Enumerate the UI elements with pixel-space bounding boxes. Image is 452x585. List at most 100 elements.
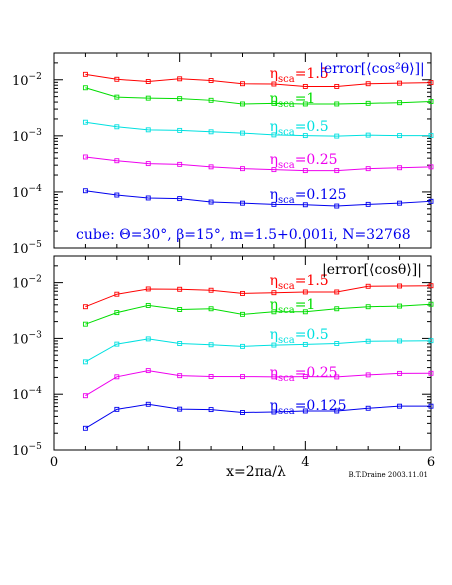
data-point	[302, 101, 308, 107]
data-point	[177, 76, 183, 82]
data-point	[397, 370, 403, 376]
series-label: ηsca=0.25	[270, 365, 338, 384]
data-point	[334, 289, 340, 295]
series-line	[85, 156, 432, 172]
data-point	[397, 200, 403, 206]
data-point	[397, 165, 403, 171]
data-point	[397, 303, 403, 309]
x-tick-label: 4	[301, 455, 309, 470]
series-0: ηsca=1.5	[82, 66, 434, 89]
data-point	[428, 301, 434, 307]
data-point	[271, 374, 277, 380]
x-tick-label: 6	[427, 455, 435, 470]
data-point	[240, 410, 245, 415]
data-point	[114, 158, 120, 164]
series-label: ηsca=0.125	[270, 187, 347, 206]
data-point	[428, 283, 434, 289]
series-line	[85, 403, 431, 429]
data-point	[114, 341, 120, 347]
data-point	[208, 287, 214, 293]
data-point	[302, 168, 308, 174]
data-point	[397, 100, 403, 106]
data-point	[302, 133, 308, 139]
chart-title-top: |error[⟨cos²θ⟩]|	[319, 61, 425, 77]
y-tick-label: 10−5	[12, 240, 42, 257]
data-point	[397, 338, 403, 344]
data-point	[334, 133, 340, 139]
data-point	[302, 309, 308, 315]
series-3: ηsca=0.25	[82, 365, 434, 399]
data-point	[302, 408, 308, 414]
data-point	[208, 78, 214, 83]
data-point	[82, 85, 88, 91]
y-tick-label: 10−3	[12, 330, 42, 347]
data-point	[114, 406, 120, 412]
data-point	[177, 406, 183, 412]
data-point	[177, 341, 183, 346]
data-point	[365, 338, 371, 344]
data-point	[208, 342, 214, 348]
data-point	[145, 401, 151, 407]
series-label: ηsca=1	[270, 91, 316, 110]
series-4: ηsca=0.125	[82, 398, 434, 431]
series-0: ηsca=1.5	[82, 273, 434, 310]
series-label: ηsca=1.5	[270, 273, 329, 292]
series-4: ηsca=0.125	[82, 187, 434, 209]
data-point	[271, 409, 277, 415]
data-point	[271, 201, 277, 207]
data-point	[177, 307, 183, 312]
data-point	[114, 192, 120, 198]
data-point	[302, 83, 308, 89]
series-line	[85, 87, 432, 105]
data-point	[145, 286, 151, 292]
data-point	[145, 95, 151, 101]
series-line	[85, 338, 432, 363]
data-point	[365, 405, 371, 411]
series-label: ηsca=0.5	[270, 327, 329, 346]
data-point	[428, 80, 434, 86]
data-point	[114, 374, 120, 380]
series-3: ηsca=0.25	[82, 152, 434, 174]
data-point	[271, 81, 277, 87]
series-2: ηsca=0.5	[82, 119, 434, 139]
data-point	[208, 164, 214, 170]
data-point	[397, 80, 403, 86]
data-point	[145, 195, 151, 201]
data-point	[365, 201, 371, 207]
plot-frame	[53, 255, 432, 451]
data-point	[82, 321, 88, 327]
data-point	[82, 188, 88, 194]
data-point	[82, 359, 88, 365]
y-tick-label: 10−4	[12, 184, 42, 201]
data-point	[114, 94, 120, 100]
x-tick-label: 2	[176, 455, 184, 470]
data-point	[428, 164, 434, 170]
data-point	[365, 81, 371, 87]
data-point	[177, 127, 183, 133]
data-point	[334, 374, 340, 380]
plot-frame	[53, 52, 432, 249]
panel-top: 10−2 10−3 10−4 10−5 ηsca=1.5 ηsca=1 ηsca=0.5 ηs…	[12, 52, 434, 257]
data-point	[334, 306, 340, 312]
data-point	[334, 83, 340, 89]
series-line	[85, 303, 432, 325]
data-point	[240, 290, 245, 296]
data-point	[302, 341, 308, 347]
data-point	[428, 198, 434, 204]
data-point	[145, 161, 151, 167]
data-point	[208, 306, 214, 312]
series-1: ηsca=1	[82, 297, 434, 327]
data-point	[114, 310, 120, 316]
data-point	[145, 368, 151, 374]
series-line	[85, 370, 432, 397]
data-point	[240, 311, 245, 317]
data-point	[114, 291, 120, 297]
data-point	[271, 309, 277, 315]
data-point	[82, 304, 88, 310]
series-line	[85, 285, 432, 308]
data-point	[302, 202, 308, 208]
y-tick-label: 10−2	[12, 275, 42, 292]
data-point	[145, 302, 151, 308]
series-2: ηsca=0.5	[82, 327, 434, 365]
data-point	[208, 407, 214, 413]
